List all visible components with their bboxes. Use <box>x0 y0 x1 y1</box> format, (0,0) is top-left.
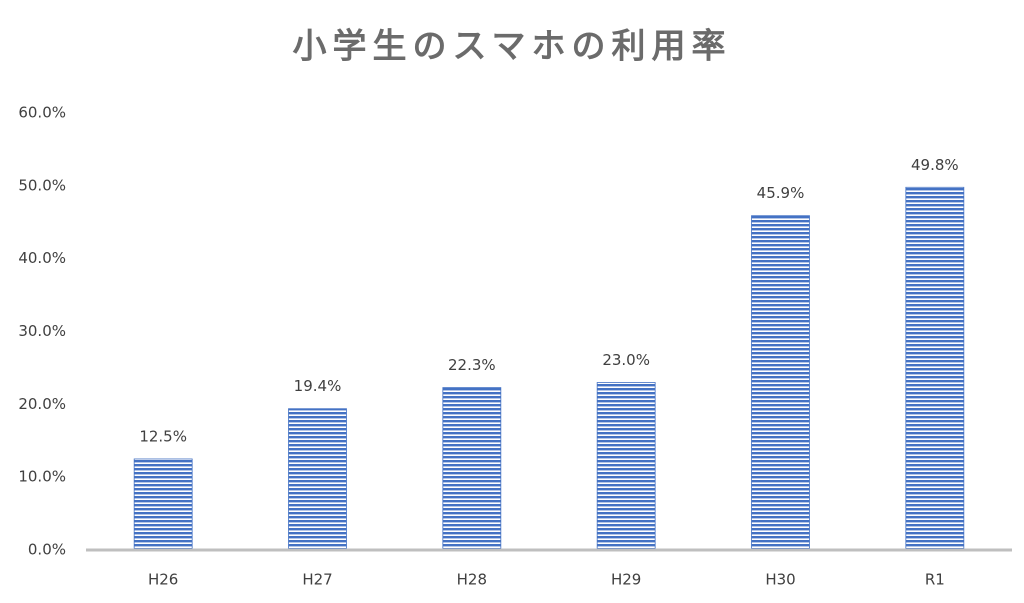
y-tick-label: 30.0% <box>18 322 66 340</box>
x-tick-label: H29 <box>611 571 641 589</box>
x-tick-label: H28 <box>457 571 487 589</box>
data-label: 23.0% <box>602 351 650 369</box>
bar <box>133 458 193 551</box>
data-label: 22.3% <box>448 356 496 374</box>
bar <box>751 215 810 551</box>
y-tick-label: 60.0% <box>18 104 66 122</box>
bar <box>905 186 965 551</box>
x-tick-label: H30 <box>765 571 795 589</box>
bar <box>288 408 347 551</box>
x-tick-label: R1 <box>925 571 945 589</box>
x-tick-label: H27 <box>302 571 332 589</box>
y-tick-label: 20.0% <box>18 395 66 413</box>
y-tick-label: 10.0% <box>18 468 66 486</box>
chart-title: 小学生のスマホの利用率 <box>293 27 732 67</box>
data-label: 19.4% <box>294 377 342 395</box>
y-tick-label: 50.0% <box>18 176 66 194</box>
bar <box>596 382 656 551</box>
bar <box>442 387 502 551</box>
data-label: 49.8% <box>911 156 959 174</box>
x-tick-label: H26 <box>148 571 178 589</box>
y-tick-label: 0.0% <box>28 541 66 559</box>
data-label: 12.5% <box>139 427 187 445</box>
y-tick-label: 40.0% <box>18 249 66 267</box>
data-label: 45.9% <box>757 184 805 202</box>
